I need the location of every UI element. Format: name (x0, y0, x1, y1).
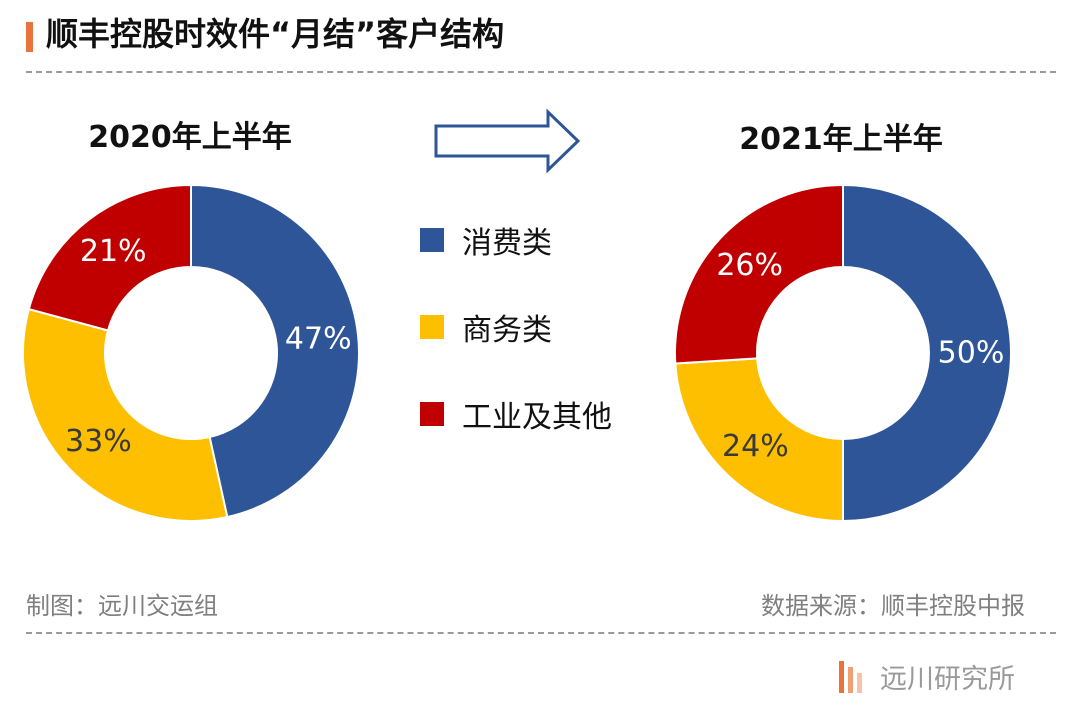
legend-label-business: 商务类 (462, 313, 552, 348)
donut-slice-2021-business (674, 357, 844, 523)
legend-item-consumer: 消费类 (420, 218, 612, 262)
legend-item-industrial: 工业及其他 (420, 392, 612, 436)
legend-label-consumer: 消费类 (462, 226, 552, 261)
brand-name: 远川研究所 (880, 664, 1015, 695)
brand: 远川研究所 (839, 657, 1015, 696)
chart-credit: 制图：远川交运组 (26, 592, 218, 620)
donut-slice-2021-industrial (673, 183, 844, 365)
donut-slice-2021-consumer (842, 183, 1012, 523)
data-label-2021-business: 24% (722, 429, 789, 464)
right-arrow-icon (434, 108, 581, 174)
data-label-2021-consumer: 50% (938, 336, 1005, 371)
legend-label-industrial: 工业及其他 (462, 400, 612, 435)
data-source: 数据来源：顺丰控股中报 (761, 592, 1025, 620)
top-divider (26, 71, 1056, 73)
donut-slice-2020-industrial (27, 183, 192, 332)
legend-swatch-business (420, 315, 444, 339)
donut-slice-2020-business (22, 307, 229, 522)
data-label-2020-consumer: 47% (285, 322, 352, 357)
data-label-2020-business: 33% (65, 424, 132, 459)
page-title: 顺丰控股时效件“月结”客户结构 (46, 15, 505, 53)
donut-slice-2020-consumer (190, 183, 360, 519)
legend-swatch-industrial (420, 402, 444, 426)
chart-title-2021: 2021年上半年 (739, 122, 943, 157)
legend: 消费类 商务类 工业及其他 (420, 218, 612, 479)
brand-logo-icon (839, 660, 866, 693)
data-label-2021-industrial: 26% (716, 248, 783, 283)
legend-item-business: 商务类 (420, 305, 612, 349)
legend-swatch-consumer (420, 228, 444, 252)
data-label-2020-industrial: 21% (80, 234, 147, 269)
title-accent-bar (26, 22, 33, 52)
chart-title-2020: 2020年上半年 (88, 120, 292, 155)
bottom-divider (26, 632, 1056, 634)
donut-chart-2020: 47% 33% 21% (22, 183, 360, 522)
donut-chart-2021: 50% 24% 26% (673, 183, 1012, 523)
